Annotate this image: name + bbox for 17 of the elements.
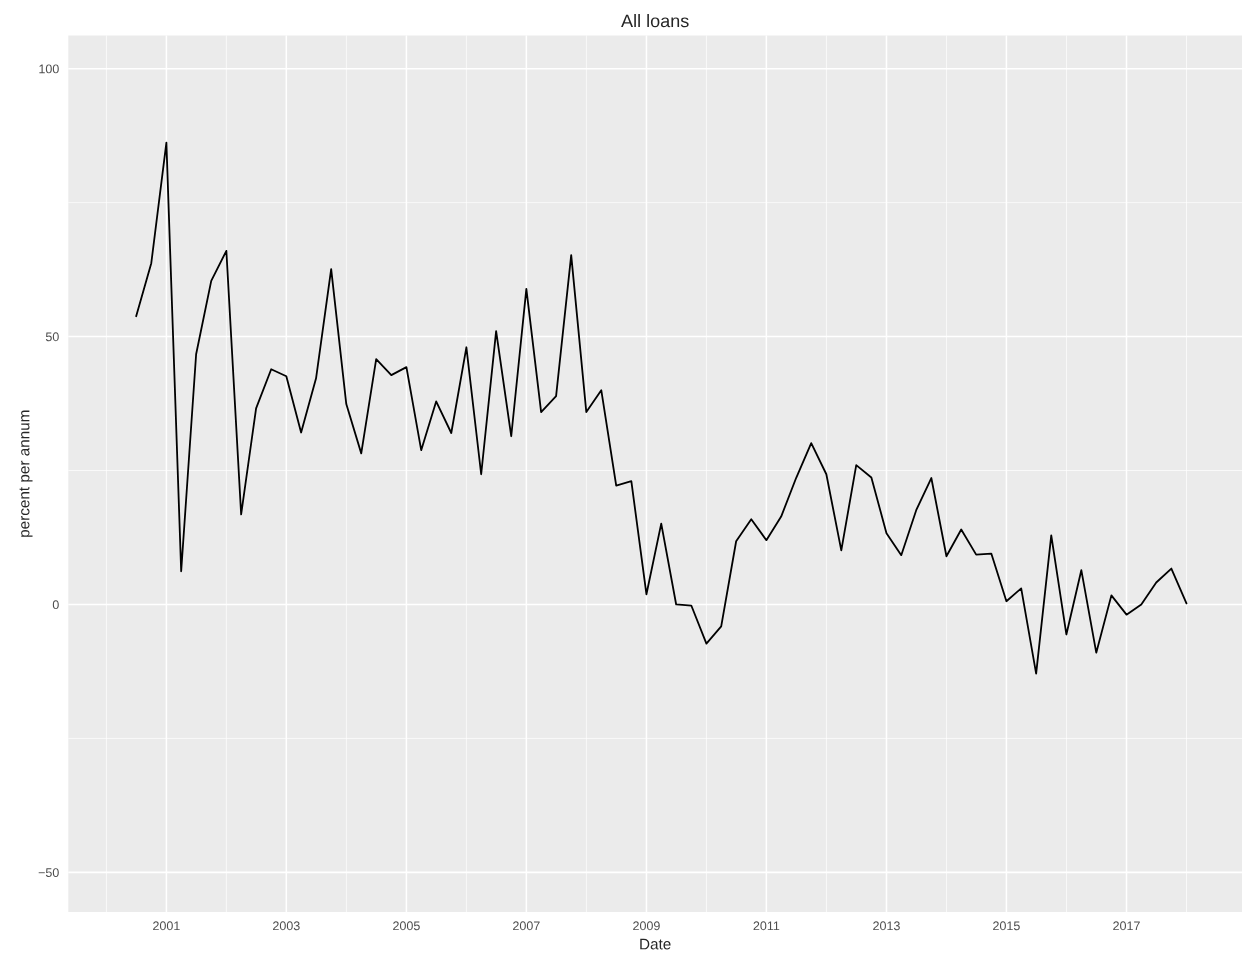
x-tick-label: 2005 <box>393 921 420 931</box>
x-tick-label: 2009 <box>633 921 660 931</box>
y-tick-label: −50 <box>38 868 59 878</box>
x-tick-label: 2011 <box>753 921 780 931</box>
x-axis-title: Date <box>640 938 671 950</box>
x-tick-label: 2015 <box>993 921 1020 931</box>
y-tick-label: 50 <box>45 332 59 342</box>
x-tick-label: 2001 <box>153 921 180 931</box>
chart-title: All loans <box>621 14 689 28</box>
x-tick-label: 2003 <box>273 921 300 931</box>
line-series <box>135 141 1188 675</box>
x-tick-label: 2013 <box>873 921 900 931</box>
y-tick-label: 0 <box>52 600 59 610</box>
x-tick-label: 2007 <box>513 921 540 931</box>
y-tick-label: 100 <box>39 64 59 74</box>
y-axis-title: percent per annum <box>19 410 33 537</box>
x-tick-label: 2017 <box>1113 921 1140 931</box>
